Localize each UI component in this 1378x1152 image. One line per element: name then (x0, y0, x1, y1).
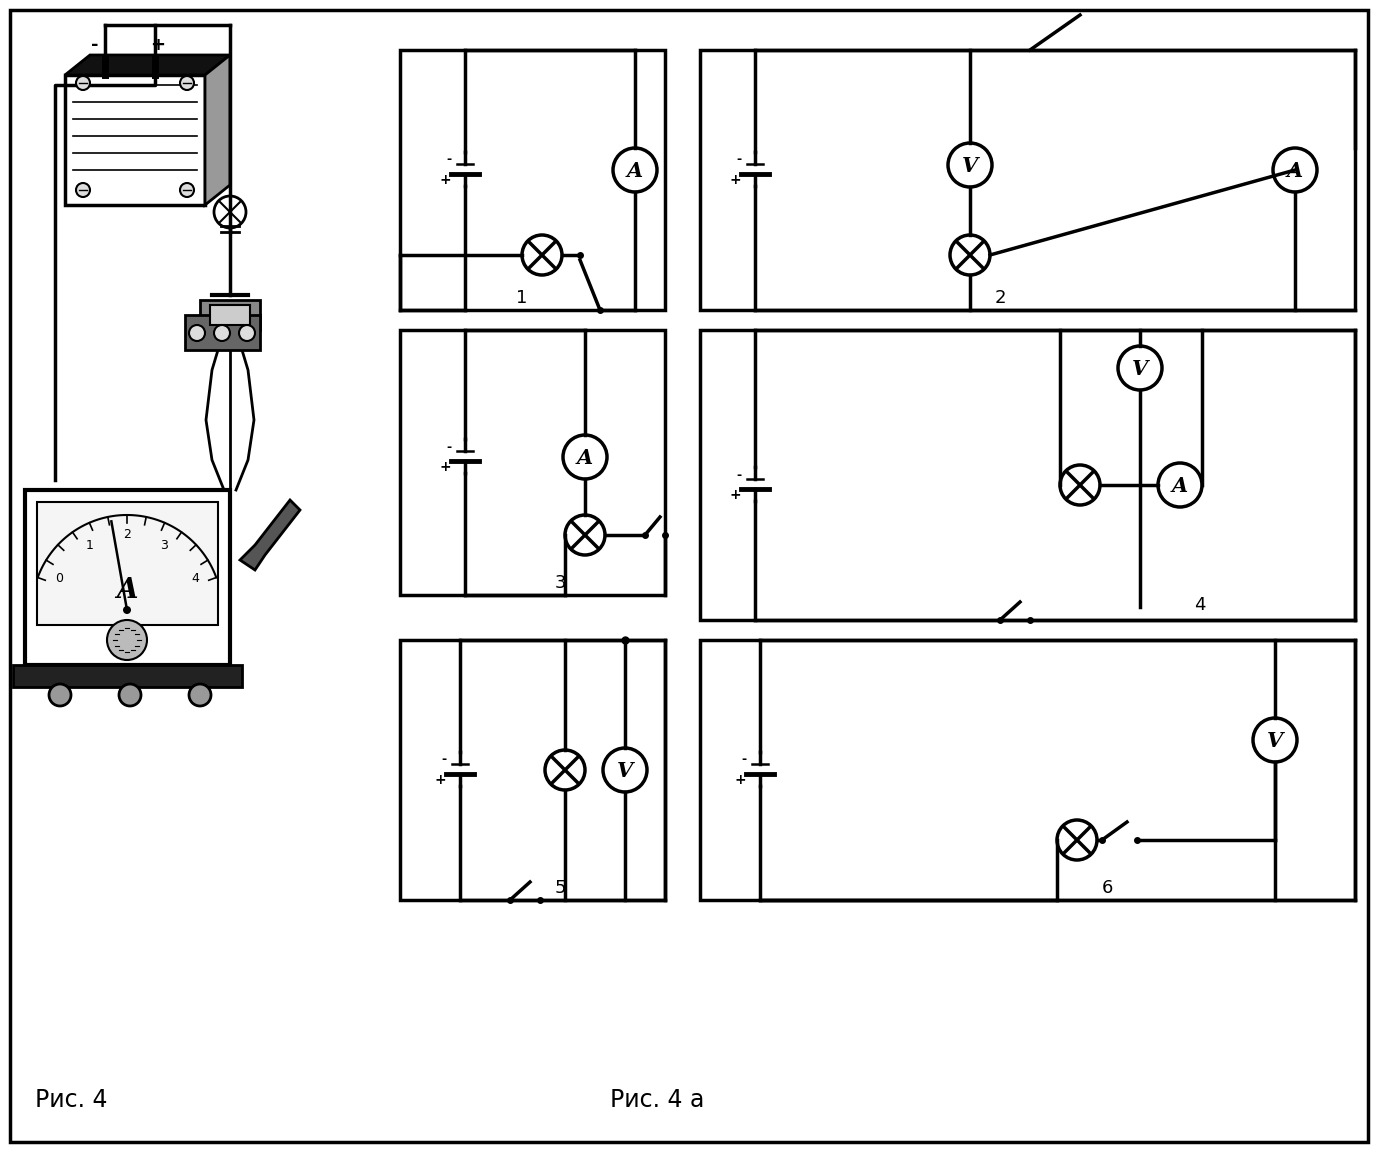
Bar (200, 300, 260, 329)
Circle shape (119, 684, 141, 706)
Bar (25, 490, 230, 665)
Text: 5: 5 (554, 879, 566, 897)
Circle shape (1158, 463, 1202, 507)
Text: +: + (440, 173, 451, 187)
Polygon shape (65, 55, 230, 75)
Text: +: + (440, 460, 451, 473)
Bar (65, 75, 205, 205)
Circle shape (76, 76, 90, 90)
Text: A: A (627, 161, 644, 181)
Bar (400, 329, 666, 594)
Circle shape (948, 143, 992, 187)
Text: 1: 1 (85, 538, 94, 552)
Bar (400, 641, 666, 900)
Text: +: + (729, 173, 741, 187)
Bar (400, 50, 666, 310)
Bar (12, 665, 243, 687)
Circle shape (238, 325, 255, 341)
Circle shape (189, 325, 205, 341)
Circle shape (76, 183, 90, 197)
Circle shape (1273, 147, 1317, 192)
Text: -: - (441, 753, 446, 766)
Text: 3: 3 (554, 574, 566, 592)
Circle shape (123, 606, 131, 614)
Text: 6: 6 (1101, 879, 1112, 897)
Circle shape (1118, 346, 1162, 391)
Text: 3: 3 (161, 538, 168, 552)
Text: -: - (91, 36, 99, 54)
Text: 0: 0 (55, 571, 63, 585)
Text: -: - (741, 753, 747, 766)
Bar (700, 329, 1355, 620)
Text: A: A (116, 576, 138, 604)
Polygon shape (240, 500, 300, 570)
Bar (37, 502, 218, 626)
Text: +: + (734, 773, 745, 787)
Polygon shape (205, 55, 230, 205)
Text: +: + (434, 773, 446, 787)
Text: Рис. 4: Рис. 4 (34, 1087, 107, 1112)
Circle shape (181, 76, 194, 90)
Text: V: V (1131, 359, 1148, 379)
Circle shape (1253, 718, 1297, 761)
Text: A: A (1287, 161, 1304, 181)
Text: V: V (962, 156, 978, 176)
Circle shape (189, 684, 211, 706)
Circle shape (181, 183, 194, 197)
Text: 4: 4 (1195, 596, 1206, 614)
Text: A: A (577, 448, 593, 468)
Bar (209, 305, 249, 325)
Circle shape (50, 684, 72, 706)
Bar (700, 50, 1355, 310)
Text: V: V (1266, 732, 1283, 751)
Bar (185, 314, 260, 350)
Text: -: - (446, 440, 452, 454)
Text: -: - (736, 469, 741, 482)
Text: +: + (150, 36, 165, 54)
Text: 2: 2 (995, 289, 1006, 306)
Circle shape (613, 147, 657, 192)
Text: 1: 1 (517, 289, 528, 306)
Circle shape (604, 748, 648, 793)
Bar (700, 641, 1355, 900)
Text: -: - (736, 153, 741, 167)
Text: Рис. 4 а: Рис. 4 а (610, 1087, 704, 1112)
Text: -: - (446, 153, 452, 167)
Text: A: A (1171, 476, 1188, 497)
Text: V: V (617, 761, 633, 781)
Circle shape (214, 325, 230, 341)
Circle shape (564, 435, 606, 479)
Text: 2: 2 (123, 529, 131, 541)
Text: +: + (729, 488, 741, 502)
Text: 4: 4 (192, 571, 198, 585)
Circle shape (107, 620, 147, 660)
